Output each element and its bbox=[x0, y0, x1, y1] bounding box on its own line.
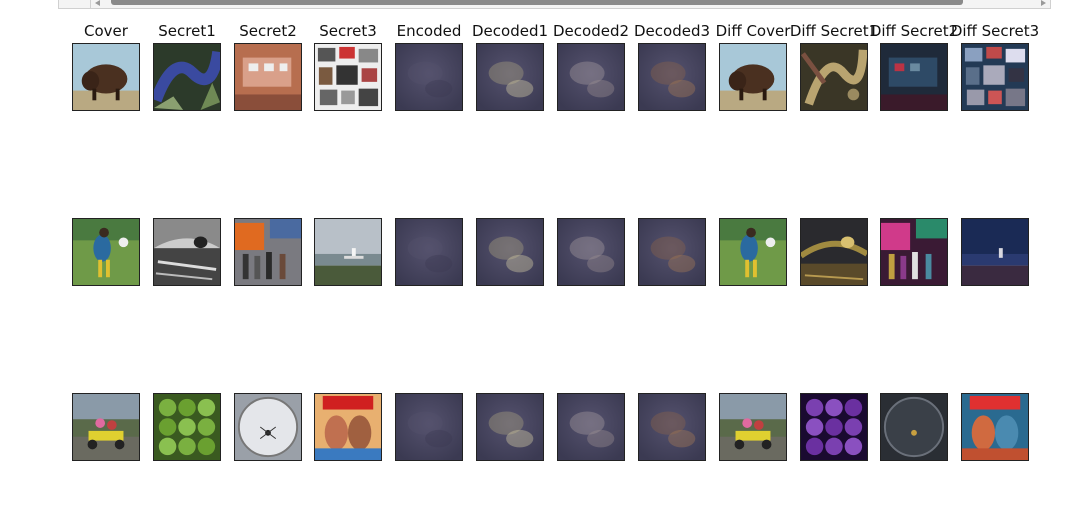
scrollbar-left-segment[interactable] bbox=[59, 0, 91, 8]
thumbnail-r1-decoded3 bbox=[638, 218, 706, 286]
column-label-0: Cover bbox=[84, 22, 128, 40]
thumbnail-r0-encoded bbox=[395, 43, 463, 111]
thumbnail-r1-diff-cover bbox=[719, 218, 787, 286]
column-label-6: Decoded2 bbox=[552, 22, 630, 40]
thumbnail-r1-diff-secret3 bbox=[961, 218, 1029, 286]
thumbnail-r2-secret1 bbox=[153, 393, 221, 461]
thumbnail-r0-decoded1 bbox=[476, 43, 544, 111]
column-label-1: Secret1 bbox=[158, 22, 216, 40]
column-label-2: Secret2 bbox=[239, 22, 297, 40]
thumbnail-r1-decoded1 bbox=[476, 218, 544, 286]
thumbnail-r0-decoded2 bbox=[557, 43, 625, 111]
thumbnail-r0-secret2 bbox=[234, 43, 302, 111]
thumbnail-r1-decoded2 bbox=[557, 218, 625, 286]
thumbnail-r0-diff-secret3 bbox=[961, 43, 1029, 111]
thumbnail-r2-diff-secret2 bbox=[880, 393, 948, 461]
thumbnail-r1-secret2 bbox=[234, 218, 302, 286]
thumbnail-r2-encoded bbox=[395, 393, 463, 461]
thumbnail-r0-diff-cover bbox=[719, 43, 787, 111]
thumbnail-r0-secret1 bbox=[153, 43, 221, 111]
thumbnail-r2-diff-secret3 bbox=[961, 393, 1029, 461]
scrollbar-edge bbox=[1050, 0, 1051, 9]
thumbnail-r2-decoded1 bbox=[476, 393, 544, 461]
scrollbar-thumb[interactable] bbox=[111, 0, 963, 5]
column-label-8: Diff Cover bbox=[715, 22, 791, 40]
thumbnail-r1-diff-secret1 bbox=[800, 218, 868, 286]
thumbnail-r0-diff-secret1 bbox=[800, 43, 868, 111]
thumbnail-r0-decoded3 bbox=[638, 43, 706, 111]
scroll-left-arrow-icon[interactable] bbox=[95, 0, 100, 6]
column-label-10: Diff Secret2 bbox=[869, 22, 959, 40]
column-label-5: Decoded1 bbox=[471, 22, 549, 40]
column-label-4: Encoded bbox=[396, 22, 462, 40]
thumbnail-r1-diff-secret2 bbox=[880, 218, 948, 286]
thumbnail-r0-diff-secret2 bbox=[880, 43, 948, 111]
thumbnail-r2-cover bbox=[72, 393, 140, 461]
thumbnail-r2-secret3 bbox=[314, 393, 382, 461]
horizontal-scrollbar[interactable] bbox=[58, 0, 1051, 9]
column-label-11: Diff Secret3 bbox=[950, 22, 1040, 40]
thumbnail-r1-encoded bbox=[395, 218, 463, 286]
thumbnail-r1-secret1 bbox=[153, 218, 221, 286]
column-label-9: Diff Secret1 bbox=[789, 22, 879, 40]
thumbnail-r2-diff-secret1 bbox=[800, 393, 868, 461]
thumbnail-r1-secret3 bbox=[314, 218, 382, 286]
thumbnail-r0-secret3 bbox=[314, 43, 382, 111]
thumbnail-r2-secret2 bbox=[234, 393, 302, 461]
thumbnail-r2-decoded2 bbox=[557, 393, 625, 461]
scroll-right-arrow-icon[interactable] bbox=[1041, 0, 1046, 6]
column-label-3: Secret3 bbox=[319, 22, 377, 40]
thumbnail-r2-diff-cover bbox=[719, 393, 787, 461]
thumbnail-r1-cover bbox=[72, 218, 140, 286]
column-label-7: Decoded3 bbox=[633, 22, 711, 40]
thumbnail-r0-cover bbox=[72, 43, 140, 111]
thumbnail-r2-decoded3 bbox=[638, 393, 706, 461]
